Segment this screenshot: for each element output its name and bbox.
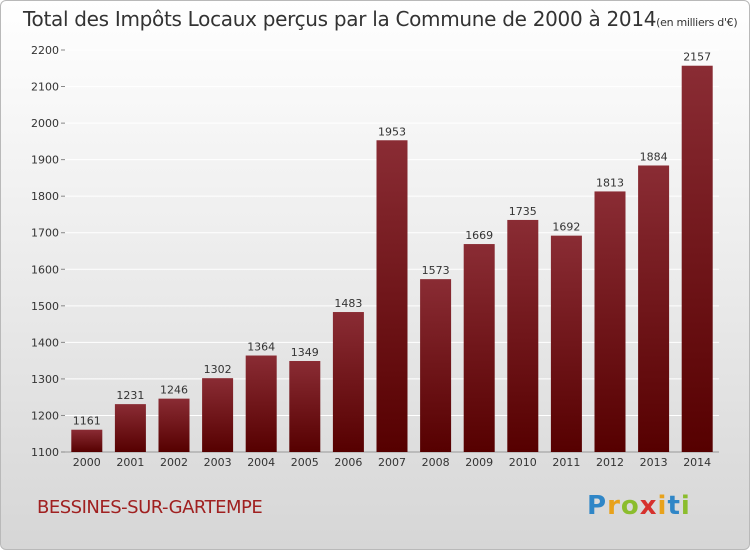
data-label-2007: 1953 — [378, 125, 406, 138]
chart-title-text: Total des Impôts Locaux perçus par la Co… — [23, 7, 657, 31]
bar-2000 — [71, 429, 103, 452]
x-tick-label: 2003 — [204, 456, 232, 469]
bar-2012 — [594, 191, 626, 452]
data-label-2003: 1302 — [204, 363, 232, 376]
logo-letter: r — [607, 491, 621, 521]
data-label-2004: 1364 — [247, 341, 275, 354]
x-tick-label: 2000 — [73, 456, 101, 469]
logo-letter: i — [657, 491, 668, 521]
bar-2011 — [550, 235, 582, 452]
x-tick-label: 2009 — [465, 456, 493, 469]
y-tick-label: 2000 — [31, 117, 59, 130]
logo-letter: P — [587, 491, 608, 521]
logo-letter: i — [680, 491, 691, 521]
bar-2006 — [332, 312, 364, 452]
bar-2004 — [245, 355, 277, 452]
x-tick-label: 2005 — [291, 456, 319, 469]
bar-2003 — [202, 378, 234, 452]
x-tick-label: 2010 — [509, 456, 537, 469]
bar-2010 — [507, 219, 539, 452]
bar-2002 — [158, 398, 190, 452]
proxiti-logo[interactable]: Proxiti — [587, 491, 691, 521]
data-label-2000: 1161 — [73, 415, 101, 428]
y-tick-label: 1700 — [31, 227, 59, 240]
y-tick-label: 2100 — [31, 81, 59, 94]
bar-2001 — [114, 404, 146, 452]
x-tick-label: 2002 — [160, 456, 188, 469]
data-label-2014: 2157 — [683, 51, 711, 64]
x-tick-label: 2013 — [640, 456, 668, 469]
data-label-2011: 1692 — [552, 221, 580, 234]
data-label-2008: 1573 — [422, 264, 450, 277]
x-tick-label: 2001 — [116, 456, 144, 469]
logo-letter: t — [667, 491, 681, 521]
commune-name: BESSINES-SUR-GARTEMPE — [37, 497, 263, 518]
data-label-2013: 1884 — [640, 150, 668, 163]
y-tick-label: 2200 — [31, 44, 59, 57]
y-tick-label: 1300 — [31, 373, 59, 386]
bar-2013 — [638, 165, 670, 452]
x-tick-label: 2008 — [422, 456, 450, 469]
data-label-2002: 1246 — [160, 384, 188, 397]
data-label-2009: 1669 — [465, 229, 493, 242]
x-tick-label: 2011 — [552, 456, 580, 469]
data-label-2006: 1483 — [334, 297, 362, 310]
y-tick-label: 1900 — [31, 154, 59, 167]
bar-2007 — [376, 140, 408, 452]
y-tick-label: 1400 — [31, 336, 59, 349]
chart-title: Total des Impôts Locaux perçus par la Co… — [23, 7, 738, 31]
bar-2014 — [681, 65, 713, 453]
data-labels: 1161 1231 1246 1302 1364 1349 1483 1953 1573 1669… — [73, 51, 711, 428]
x-tick-label: 2014 — [683, 456, 711, 469]
bars — [71, 65, 713, 453]
y-tick-label: 1100 — [31, 446, 59, 459]
y-tick-label: 1200 — [31, 409, 59, 422]
chart-title-unit: (en milliers d'€) — [656, 16, 738, 29]
x-tick-label: 2004 — [247, 456, 275, 469]
data-label-2001: 1231 — [116, 389, 144, 402]
bar-2008 — [420, 279, 452, 452]
x-tick-label: 2007 — [378, 456, 406, 469]
y-tick-label: 1800 — [31, 190, 59, 203]
data-label-2005: 1349 — [291, 346, 319, 359]
y-tick-label: 1500 — [31, 300, 59, 313]
logo-letter: o — [620, 491, 640, 521]
x-axis: 2000 2001 2002 2003 2004 2005 2006 2007 2008 2009… — [73, 456, 711, 469]
y-tick-label: 1600 — [31, 263, 59, 276]
y-axis: 1100 1200 1300 1400 1500 1600 1700 1800 1900 2000… — [31, 44, 65, 459]
x-tick-label: 2012 — [596, 456, 624, 469]
bar-2005 — [289, 361, 321, 452]
data-label-2012: 1813 — [596, 176, 624, 189]
data-label-2010: 1735 — [509, 205, 537, 218]
bar-2009 — [463, 244, 495, 452]
logo-letter: x — [639, 491, 658, 521]
x-tick-label: 2006 — [334, 456, 362, 469]
